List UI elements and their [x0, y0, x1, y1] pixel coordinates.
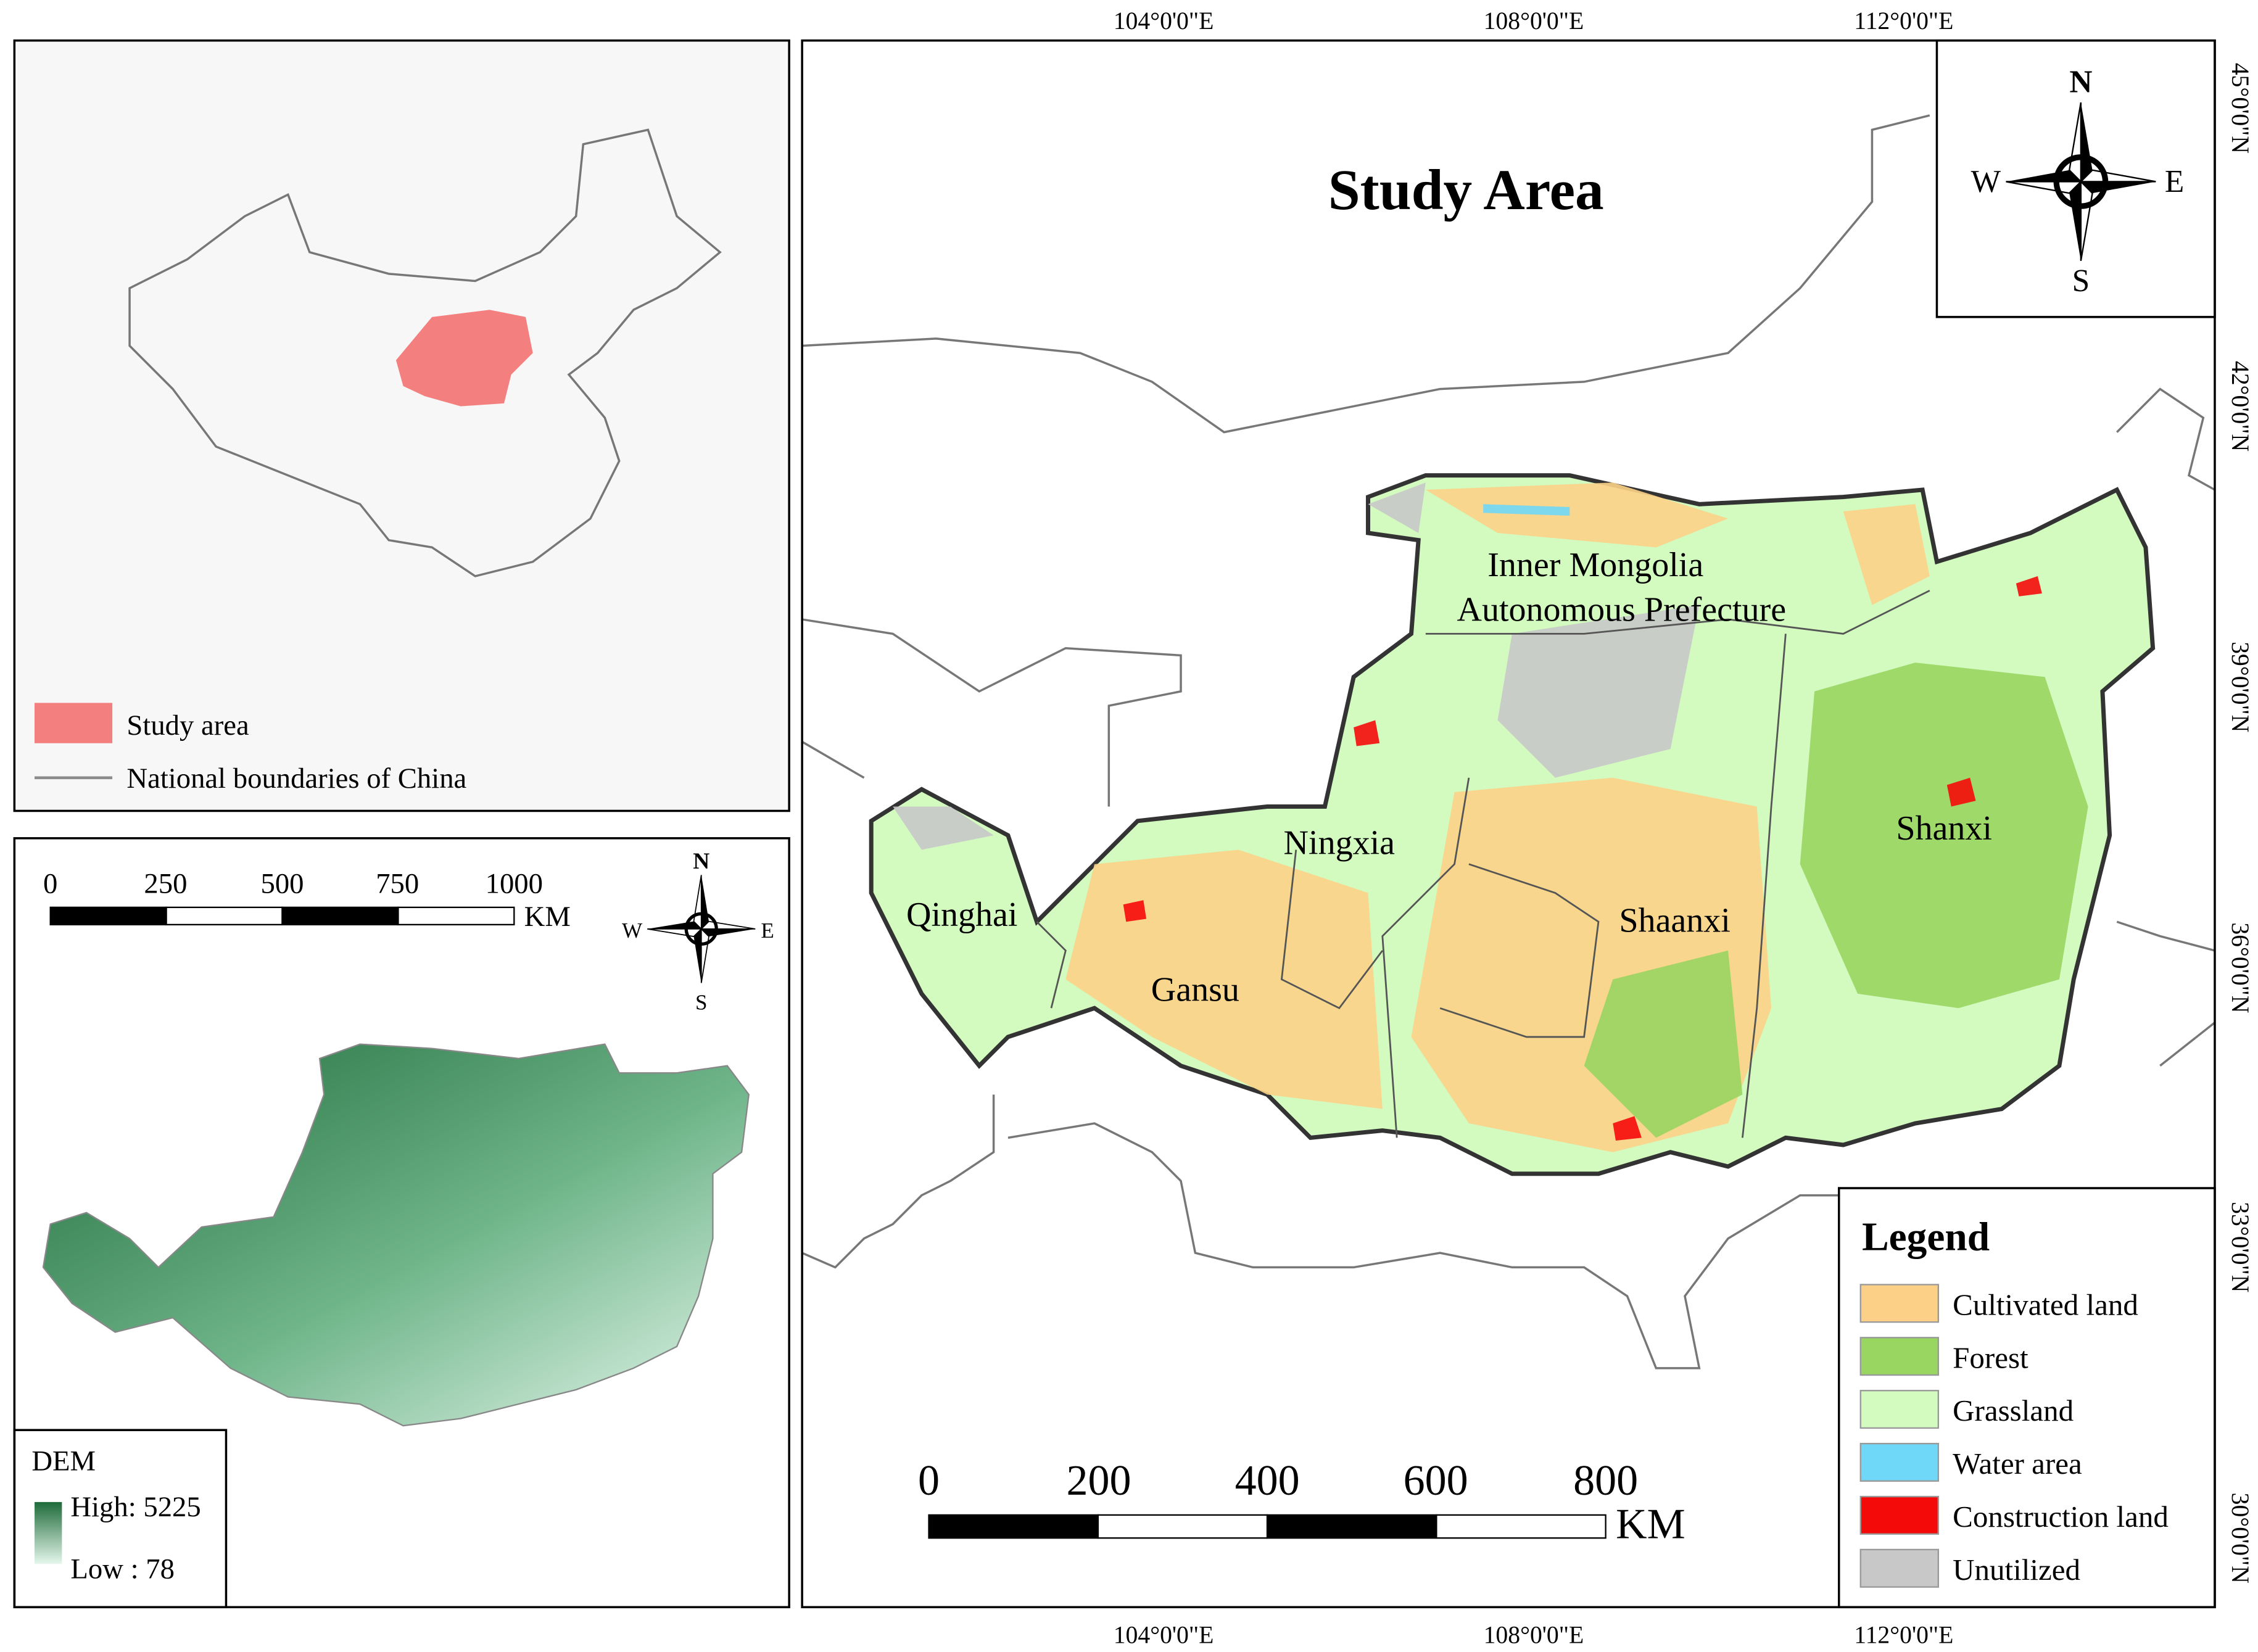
- dem-frame: [13, 837, 790, 1609]
- latitude-label: 45°0'0"N: [2227, 63, 2254, 154]
- dem-legend-high: High: 5225: [70, 1491, 201, 1523]
- land-use-patch: [1613, 1116, 1642, 1141]
- land-use-patch: [1800, 663, 2088, 1009]
- legend-label: Construction land: [1953, 1500, 2169, 1534]
- scale-label: 750: [376, 868, 419, 900]
- region-label: Ningxia: [1284, 824, 1396, 862]
- region-label: Qinghai: [906, 896, 1017, 934]
- scale-label: 500: [260, 868, 304, 900]
- legend-swatch: [1859, 1548, 1939, 1588]
- compass: [647, 875, 756, 983]
- compass-w: W: [622, 919, 642, 943]
- region-label: Gansu: [1151, 971, 1239, 1009]
- main-map: Study Area Inner Mongolia Autonomous Pre…: [801, 7, 2254, 1649]
- scale-label: 0: [918, 1457, 940, 1505]
- longitude-label: 108°0'0"E: [1484, 7, 1584, 35]
- scale-label: 0: [43, 868, 57, 900]
- province-boundary: [801, 114, 2216, 1369]
- legend-label: Unutilized: [1953, 1553, 2080, 1587]
- longitude-label: 112°0'0"E: [1854, 1622, 1953, 1649]
- longitude-label: 104°0'0"E: [1114, 1622, 1214, 1649]
- legend-label: National boundaries of China: [126, 762, 466, 795]
- land-use-patch: [1584, 950, 1743, 1138]
- longitude-label: 108°0'0"E: [1484, 1622, 1584, 1649]
- dem-legend-ramp: [35, 1501, 62, 1564]
- compass-e: E: [2165, 164, 2184, 199]
- scale-unit: KM: [1616, 1500, 1685, 1548]
- latitude-label: 33°0'0"N: [2227, 1202, 2254, 1292]
- latitude-label: 30°0'0"N: [2227, 1493, 2254, 1584]
- scale-segment: [1436, 1514, 1607, 1539]
- inset-background: [14, 40, 790, 811]
- legend-title: Legend: [1862, 1215, 1990, 1259]
- dem-map: 0 250 500 750 1000 KM N E S W DEM High: …: [13, 837, 790, 1609]
- inset-map: Study area National boundaries of China: [13, 39, 790, 812]
- scale-label: 250: [144, 868, 187, 900]
- scale-bar: [49, 906, 515, 926]
- compass-s: S: [695, 991, 707, 1015]
- legend-items: Cultivated land Forest Grassland Water area…: [1859, 1284, 2169, 1588]
- region-label: Autonomous Prefecture: [1457, 590, 1787, 629]
- region-label: Inner Mongolia: [1487, 546, 1703, 584]
- land-use-patch: [1497, 605, 1700, 778]
- scale-segment: [165, 906, 283, 926]
- legend-label: Cultivated land: [1953, 1287, 2138, 1321]
- region-label: Shanxi: [1896, 809, 1992, 848]
- province-boundary: [1036, 590, 1930, 1138]
- land-use-patch: [1843, 504, 1930, 605]
- dem-surface: [42, 1043, 750, 1427]
- scale-bar: [928, 1514, 1607, 1539]
- main-frame: [801, 39, 2216, 1609]
- legend-swatch: [1859, 1284, 1939, 1323]
- longitude-label: 104°0'0"E: [1114, 7, 1214, 35]
- land-use-patch: [1425, 482, 1729, 548]
- legend-label: Forest: [1953, 1340, 2028, 1374]
- land-use-patch: [1946, 777, 1976, 807]
- compass-n: N: [693, 849, 709, 874]
- scale-segment: [281, 906, 399, 926]
- latitude-label: 42°0'0"N: [2227, 361, 2254, 452]
- land-use-patch: [893, 806, 994, 850]
- china-boundary: [128, 128, 722, 577]
- compass-e: E: [761, 919, 774, 943]
- compass: [2006, 102, 2156, 262]
- map-title: Study Area: [1328, 159, 1604, 222]
- scale-segment: [928, 1514, 1099, 1539]
- scale-unit: KM: [524, 901, 571, 933]
- legend-label: Water area: [1953, 1447, 2082, 1481]
- scale-label: 1000: [486, 868, 543, 900]
- legend-swatch: [35, 703, 113, 743]
- scale-label: 400: [1235, 1457, 1300, 1505]
- compass-w: W: [1971, 164, 2001, 199]
- dem-legend-title: DEM: [31, 1445, 96, 1477]
- legend-label: Study area: [126, 709, 249, 741]
- scale-label: 600: [1404, 1457, 1468, 1505]
- scale-segment: [397, 906, 515, 926]
- land-use-patches: [893, 482, 2088, 1152]
- longitude-label: 112°0'0"E: [1854, 7, 1953, 35]
- inset-frame: [13, 39, 790, 812]
- compass-n: N: [2069, 65, 2092, 100]
- study-area-inset: [395, 310, 533, 407]
- land-use-patch: [1123, 900, 1147, 922]
- legend-label: Grassland: [1953, 1394, 2074, 1427]
- land-use-patch: [1354, 720, 1380, 746]
- land-use-patch: [1483, 504, 1570, 516]
- legend-swatch: [1859, 1442, 1939, 1482]
- scale-label: 800: [1573, 1457, 1638, 1505]
- scale-label: 200: [1066, 1457, 1131, 1505]
- land-use-patch: [1368, 482, 1426, 533]
- legend-swatch: [1859, 1337, 1939, 1376]
- scale-segment: [1097, 1514, 1268, 1539]
- scale-segment: [49, 906, 167, 926]
- legend-swatch: [1859, 1390, 1939, 1429]
- legend-swatch: [1859, 1495, 1939, 1535]
- scale-segment: [1266, 1514, 1437, 1539]
- compass-s: S: [2072, 263, 2090, 299]
- region-label: Shaanxi: [1619, 902, 1730, 940]
- latitude-label: 36°0'0"N: [2227, 922, 2254, 1013]
- latitude-label: 39°0'0"N: [2227, 642, 2254, 732]
- dem-legend-low: Low : 78: [70, 1553, 175, 1585]
